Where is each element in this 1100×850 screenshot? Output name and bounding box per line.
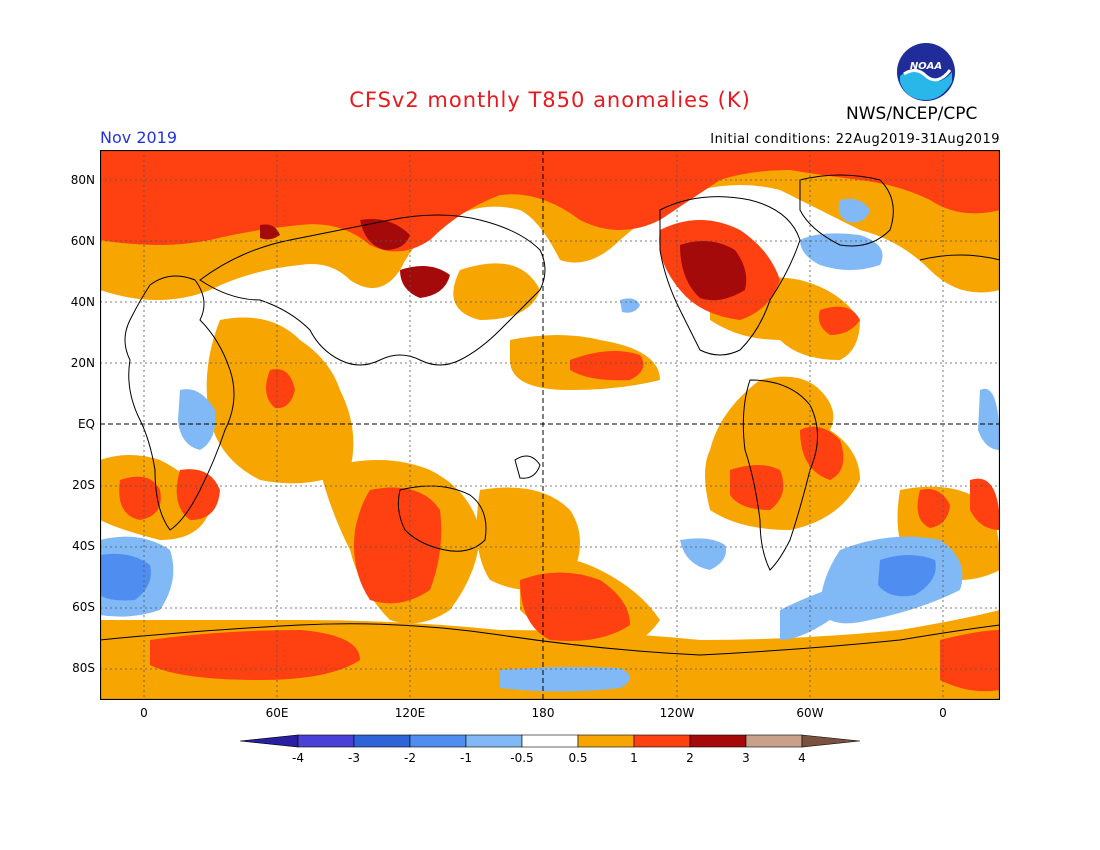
colorbar-tick-label: 2 [686,751,694,765]
lat-label-20s: 20S [72,478,95,492]
map-title: CFSv2 monthly T850 anomalies (K) [349,88,751,112]
lat-label-80s: 80S [72,661,95,675]
colorbar-arrow-low [240,734,299,748]
lon-label-60e: 60E [265,706,289,720]
lon-label-180: 180 [531,706,555,720]
agency-label: NWS/NCEP/CPC [846,104,978,124]
coastlines [100,174,1000,656]
colorbar-segment [297,734,355,748]
colorbar-segment [745,734,803,748]
anomaly-region-warm2 [100,150,1000,692]
colorbar-segment [689,734,747,748]
colorbar-segment [465,734,523,748]
colorbar-segment [577,734,635,748]
lat-label-40s: 40S [72,539,95,553]
lon-label-0-right: 0 [939,706,947,720]
colorbar-segment [409,734,467,748]
colorbar-tick-label: 3 [742,751,750,765]
lon-label-60w: 60W [796,706,824,720]
colorbar-segment [521,734,579,748]
colorbar-tick-label: -2 [404,751,416,765]
noaa-logo-icon: NOAA [897,43,955,101]
colorbar-segment [353,734,411,748]
lat-label-60s: 60S [72,600,95,614]
equator-dateline [100,150,1000,700]
initial-conditions: Initial conditions: 22Aug2019-31Aug2019 [710,132,1000,147]
anomaly-region-cool2 [100,553,936,601]
lat-label-60n: 60N [70,234,95,248]
colorbar-tick-label: -3 [348,751,360,765]
svg-text:NOAA: NOAA [910,61,942,72]
colorbar-segment [633,734,691,748]
colorbar-tick-label: -4 [292,751,304,765]
colorbar-tick-label: 4 [798,751,806,765]
colorbar-tick-label: 0.5 [568,751,588,765]
anomaly-map [100,150,1000,700]
forecast-period: Nov 2019 [100,128,178,147]
lat-label-20n: 20N [70,356,95,370]
lon-label-0-left: 0 [140,706,148,720]
lat-label-eq: EQ [77,417,95,431]
graticule [100,150,1000,700]
colorbar [240,734,861,748]
colorbar-tick-label: -0.5 [510,751,534,765]
anomaly-region-warm3 [260,219,747,301]
colorbar-arrow-high [801,734,861,748]
map-frame [100,150,1000,700]
colorbar-tick-label: 1 [630,751,638,765]
lon-label-120e: 120E [394,706,426,720]
lon-label-120w: 120W [659,706,695,720]
colorbar-tick-label: -1 [460,751,472,765]
lat-label-80n: 80N [70,173,95,187]
lat-label-40n: 40N [70,295,95,309]
